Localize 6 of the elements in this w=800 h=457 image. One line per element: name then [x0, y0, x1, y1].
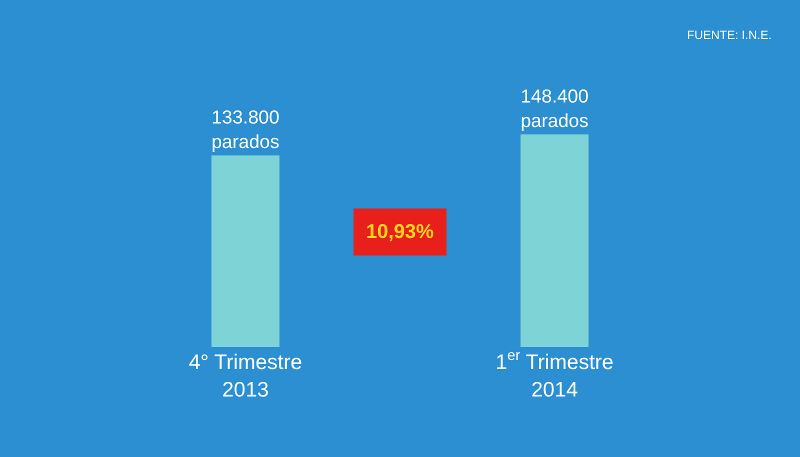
x-tick-label: 1$^{er}$ Trimestre 2014 — [496, 348, 614, 402]
data-label: 133.800 parados — [211, 106, 280, 152]
x-tick-label: 4° Trimestre 2013 — [188, 351, 302, 402]
annotation: 10,93% — [366, 221, 434, 243]
source-note: FUENTE: I.N.E. — [687, 28, 772, 42]
data-label: 148.400 parados — [520, 86, 589, 132]
